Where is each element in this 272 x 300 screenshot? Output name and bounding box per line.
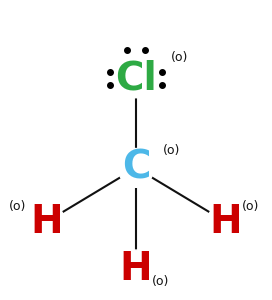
Text: H: H [120, 250, 152, 288]
Circle shape [118, 250, 154, 289]
Text: Cl: Cl [115, 59, 157, 97]
Text: C: C [122, 149, 150, 187]
Text: H: H [30, 203, 63, 241]
Circle shape [29, 202, 64, 241]
Circle shape [118, 59, 154, 98]
Text: (o): (o) [171, 51, 188, 64]
Text: (o): (o) [163, 143, 180, 157]
Circle shape [118, 148, 154, 187]
Text: (o): (o) [152, 275, 170, 288]
Text: (o): (o) [9, 200, 26, 213]
Text: (o): (o) [242, 200, 259, 213]
Circle shape [208, 202, 243, 241]
Text: H: H [209, 203, 242, 241]
